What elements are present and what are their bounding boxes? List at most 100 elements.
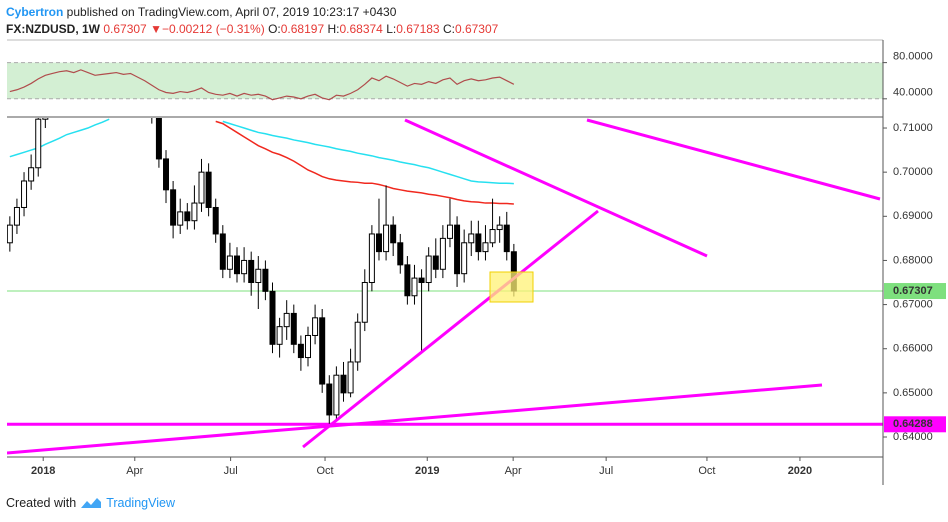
candle-body [276, 326, 283, 345]
candle-body [411, 277, 418, 297]
y-tick-label: 0.69000 [893, 210, 933, 222]
candle-body [404, 264, 411, 297]
candle-body [446, 224, 453, 239]
trend-line[interactable] [586, 118, 881, 201]
y-tick-label: 0.65000 [893, 387, 933, 399]
rsi-pane [7, 62, 883, 101]
candle-body [177, 211, 184, 226]
candle-body [333, 374, 340, 416]
candle-body [28, 167, 35, 182]
x-tick-label: 2019 [415, 465, 439, 477]
y-tick-label: 0.68000 [893, 254, 933, 266]
x-tick-label: 2020 [788, 465, 812, 477]
price-label-box [884, 416, 946, 433]
y-tick-label: 0.67000 [893, 298, 933, 310]
ohlc-value: 0.68374 [339, 22, 383, 36]
ohlc-label: L: [386, 22, 397, 36]
candle-body [503, 224, 510, 253]
candle-body [85, 18, 90, 40]
ohlc: O:0.68197 H:0.68374 L:0.67183 C:0.67307 [268, 22, 498, 36]
published: published on TradingView.com, April 07, … [63, 5, 397, 19]
price-label: 0.67307 [893, 285, 933, 297]
candle-body [234, 255, 241, 275]
candle-body [297, 343, 304, 359]
y-tick-label: 0.71000 [893, 122, 933, 134]
candle-body [255, 268, 262, 284]
y-tick-label: 0.66000 [893, 343, 933, 355]
ohlc-label: O: [268, 22, 281, 36]
candle-body [219, 233, 226, 270]
ohlc-label: C: [442, 22, 455, 36]
quote-line: FX:NZDUSD, 1W 0.67307 ▼−0.00212 (−0.31%)… [6, 21, 498, 38]
candle-body [368, 233, 375, 284]
logo[interactable] [80, 496, 102, 510]
trend-line[interactable] [404, 118, 708, 258]
x-tick-label: Apr [505, 465, 522, 477]
candle-body [361, 282, 368, 323]
candle-body [432, 255, 439, 270]
candle-body [418, 277, 425, 284]
candle-body [283, 312, 290, 328]
ohlc-value: 0.67183 [396, 22, 440, 36]
y-tick-label: 80.0000 [893, 51, 933, 63]
candle-body [184, 211, 191, 222]
candle-body [121, 31, 126, 44]
price-label: 0.64288 [893, 418, 933, 430]
candle-body [468, 233, 475, 244]
candle-body [461, 242, 468, 275]
arrow: ▼ [150, 22, 162, 36]
footer-brand[interactable]: TradingView [106, 496, 175, 510]
x-tick-label: Jul [599, 465, 613, 477]
candle-body [163, 158, 170, 191]
change: −0.00212 (−0.31%) [161, 22, 265, 36]
candle-body [155, 118, 162, 160]
candle-body [226, 255, 233, 270]
candle-body [383, 224, 390, 253]
candle-body [170, 189, 177, 226]
candle-body [347, 361, 354, 394]
rsi-band [7, 62, 883, 99]
candle-body [269, 290, 276, 345]
candle-body [475, 233, 482, 253]
price: 0.67307 [103, 22, 147, 36]
symbol: FX:NZDUSD, 1W [6, 22, 100, 36]
candle-body [241, 259, 248, 275]
candle-body [262, 268, 269, 292]
candle-body [135, 18, 140, 49]
candle-body [397, 242, 404, 266]
trend-line[interactable] [7, 383, 823, 455]
candle-body [319, 317, 326, 385]
x-tick-label: 2018 [31, 465, 55, 477]
candle-body [191, 202, 198, 222]
x-tick-label: Jul [224, 465, 238, 477]
ohlc-value: 0.68197 [280, 22, 325, 36]
candle-body [7, 224, 13, 244]
candle-body [290, 312, 297, 345]
x-tick-label: Oct [698, 465, 715, 477]
moving-average [9, 118, 514, 185]
candle-body [42, 118, 49, 120]
candle-body [482, 242, 489, 253]
candle-body [439, 237, 446, 270]
candle-body [13, 206, 20, 226]
candle-body [375, 233, 382, 253]
footer-text: Created with [6, 496, 77, 510]
candle-body [489, 229, 496, 244]
moving-average [215, 120, 514, 205]
candle-body [340, 374, 347, 394]
candle-body [326, 383, 333, 416]
highlight-box[interactable] [489, 271, 534, 303]
candle-body [71, 31, 76, 62]
publish-line: Cybertron published on TradingView.com, … [6, 4, 498, 21]
candle-body [212, 206, 219, 235]
candle-body [425, 255, 432, 284]
footer: Created with TradingView [6, 496, 175, 510]
candle-body [454, 224, 461, 275]
header: Cybertron published on TradingView.com, … [6, 4, 498, 38]
y-tick-label: 0.70000 [893, 166, 933, 178]
x-tick-label: Oct [316, 465, 333, 477]
author[interactable]: Cybertron [6, 5, 64, 19]
y-tick-label: 0.64000 [893, 431, 933, 443]
trend-line[interactable] [302, 209, 599, 449]
candle-body [35, 118, 42, 169]
